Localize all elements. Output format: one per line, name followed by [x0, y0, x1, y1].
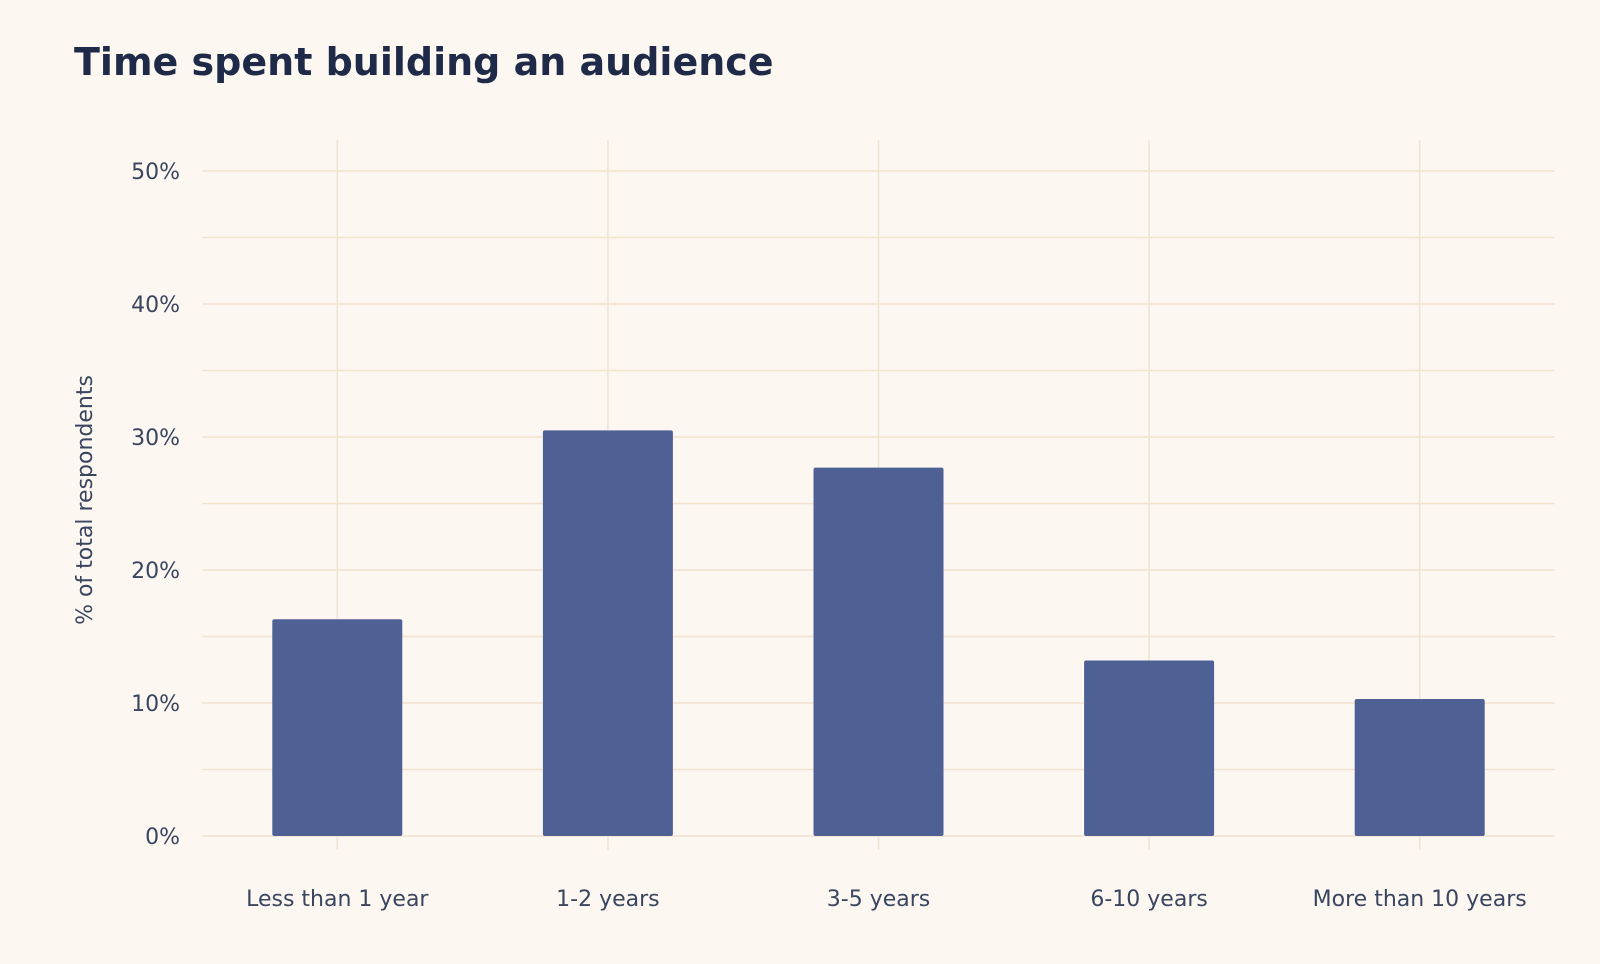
y-tick-label: 10% [131, 692, 180, 717]
y-tick-label: 40% [131, 293, 180, 318]
bar [1354, 699, 1485, 836]
bar [272, 619, 403, 836]
y-tick-label: 0% [145, 825, 180, 850]
x-tick-label: 3-5 years [827, 887, 930, 912]
y-axis-label: % of total respondents [73, 375, 98, 625]
y-tick-label: 20% [131, 559, 180, 584]
bar [813, 467, 944, 836]
bar [1084, 660, 1215, 836]
y-tick-label: 30% [131, 426, 180, 451]
x-tick-label: Less than 1 year [246, 887, 429, 912]
chart-title: Time spent building an audience [74, 40, 774, 84]
x-tick-label: 6-10 years [1090, 887, 1207, 912]
bars [272, 430, 1485, 836]
x-axis-ticks: Less than 1 year 1-2 years 3-5 years 6-10 y… [246, 887, 1527, 912]
x-tick-label: More than 10 years [1313, 887, 1527, 912]
x-tick-label: 1-2 years [556, 887, 659, 912]
y-axis-ticks: 0% 10% 20% 30% 40% 50% [131, 160, 180, 850]
bar [542, 430, 673, 836]
y-tick-label: 50% [131, 160, 180, 185]
